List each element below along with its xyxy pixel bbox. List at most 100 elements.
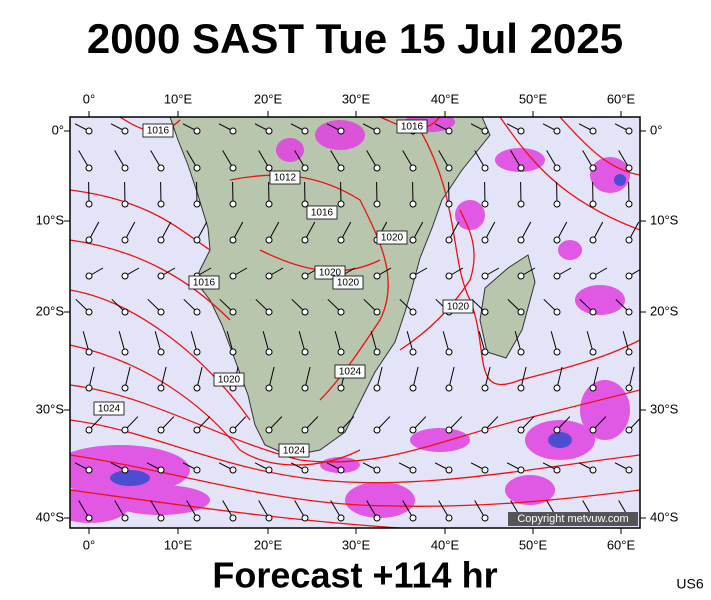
lat-label-left: 30°S <box>36 401 65 416</box>
station <box>445 200 453 208</box>
lon-label-bottom: 0° <box>83 537 95 552</box>
station <box>157 348 165 356</box>
station <box>445 384 453 392</box>
rain <box>495 148 545 172</box>
station <box>481 164 489 172</box>
station <box>193 348 201 356</box>
isobar <box>70 189 211 251</box>
lat-label-right: 10°S <box>650 212 679 227</box>
isobar-label: 1016 <box>147 126 170 137</box>
station <box>481 348 489 356</box>
station <box>265 127 273 135</box>
isobar-label-box <box>396 119 428 134</box>
rain <box>590 157 630 193</box>
station <box>625 236 633 244</box>
barb-staff <box>262 331 270 353</box>
isobar-label-box <box>213 372 245 387</box>
station <box>121 514 129 522</box>
station <box>85 236 93 244</box>
barb-staff <box>448 366 455 389</box>
station <box>301 466 309 474</box>
lon-label-top: 0° <box>83 91 95 106</box>
isobar-label-box <box>442 299 474 314</box>
station <box>481 384 489 392</box>
station <box>589 272 597 280</box>
madagascar <box>479 254 536 359</box>
isobar <box>499 117 640 231</box>
station <box>481 236 489 244</box>
isobar <box>559 117 640 176</box>
station <box>301 164 309 172</box>
station <box>265 164 273 172</box>
lat-label-left: 20°S <box>36 303 65 318</box>
station <box>337 348 345 356</box>
barb-staff <box>88 366 95 389</box>
isobar-label: 1020 <box>218 375 241 386</box>
station <box>445 514 453 522</box>
rain <box>410 428 470 452</box>
station <box>373 348 381 356</box>
station <box>517 164 525 172</box>
lon-label-top: 20°E <box>254 91 283 106</box>
station <box>121 466 129 474</box>
isobar-label: 1020 <box>337 278 360 289</box>
station <box>121 308 129 316</box>
station <box>265 272 273 280</box>
station <box>409 272 417 280</box>
station <box>373 384 381 392</box>
rain <box>580 380 630 440</box>
barb-staff <box>550 331 558 353</box>
station <box>481 466 489 474</box>
map: 1016 101610121016102010161020102010201024… <box>70 117 640 528</box>
forecast: Forecast +114 hr <box>212 555 497 596</box>
station <box>589 164 597 172</box>
copyright: Copyright metvuw.com <box>517 513 628 525</box>
rain <box>505 475 555 505</box>
rain <box>70 445 190 495</box>
station <box>337 127 345 135</box>
station <box>229 466 237 474</box>
station <box>445 466 453 474</box>
station <box>445 127 453 135</box>
station <box>553 164 561 172</box>
isobar-label-box <box>188 275 220 290</box>
isobar-label-box <box>306 205 338 220</box>
station <box>157 308 165 316</box>
station <box>373 426 381 434</box>
station <box>85 426 93 434</box>
rain <box>558 240 582 260</box>
isobar <box>419 129 640 386</box>
station <box>517 348 525 356</box>
station <box>373 466 381 474</box>
station <box>121 272 129 280</box>
station <box>589 466 597 474</box>
barb-staff <box>412 366 419 389</box>
station <box>337 200 345 208</box>
station <box>157 384 165 392</box>
isobar-labels: 1016 101610121016102010161020102010201024… <box>93 119 474 458</box>
rain <box>575 285 625 315</box>
barb-staff <box>406 331 414 353</box>
station <box>229 127 237 135</box>
station <box>121 200 129 208</box>
station <box>301 384 309 392</box>
station <box>625 426 633 434</box>
axes: 0° 0° 10°E 10°E 20°E 20°E 30°E 30°E 40°E 40°E 50°E… <box>36 91 679 552</box>
station <box>301 200 309 208</box>
map-frame <box>69 116 641 529</box>
isobar-label: 1016 <box>311 208 334 219</box>
station <box>121 384 129 392</box>
lon-label-top: 60°E <box>607 91 636 106</box>
station <box>409 466 417 474</box>
station <box>589 348 597 356</box>
station <box>337 384 345 392</box>
station <box>157 236 165 244</box>
station <box>85 200 93 208</box>
station <box>193 514 201 522</box>
code: US6 <box>676 576 703 592</box>
station <box>85 466 93 474</box>
station <box>409 200 417 208</box>
station <box>373 127 381 135</box>
isobar-label-box <box>269 170 301 185</box>
